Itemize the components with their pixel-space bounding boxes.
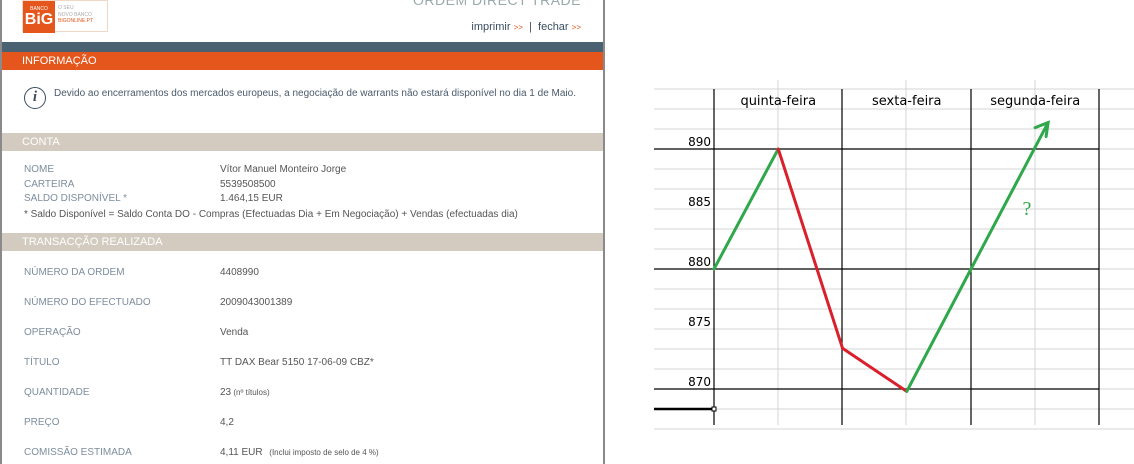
header-divider — [2, 42, 603, 52]
series-segment — [905, 267, 973, 393]
field-value: Vítor Manuel Monteiro Jorge — [220, 164, 346, 175]
field-value: 1.464,15 EUR — [220, 193, 283, 204]
y-tick-label: 880 — [688, 255, 711, 269]
field-row: CARTEIRA 5539508500 — [24, 179, 276, 190]
fill-handle — [711, 406, 717, 412]
logo-tagline: BIGONLINE.PT — [58, 18, 94, 24]
y-tick-label: 875 — [688, 315, 711, 329]
field-label: NÚMERO DA ORDEM — [24, 267, 125, 278]
print-label: imprimir — [471, 21, 511, 33]
separator: | — [529, 21, 532, 33]
value-text: 23 — [220, 387, 232, 398]
logo-text: BiG — [24, 10, 54, 28]
y-tick-label: 885 — [688, 195, 711, 209]
balance-note: * Saldo Disponível = Saldo Conta DO - Co… — [24, 209, 518, 220]
field-row: NOME Vítor Manuel Monteiro Jorge — [24, 164, 346, 175]
print-link[interactable]: imprimir >> — [471, 21, 523, 33]
field-row: OPERAÇÃO Venda — [24, 327, 248, 338]
y-tick-label: 890 — [688, 135, 711, 149]
field-label: CARTEIRA — [24, 178, 75, 190]
page-title: ORDEM DIRECT TRADE — [413, 0, 581, 8]
logo-tagline: O SEU — [58, 5, 74, 11]
series-segment — [969, 121, 1050, 271]
value-text: 1.464,15 EUR — [220, 193, 283, 204]
field-value: 2009043001389 — [220, 297, 292, 308]
close-label: fechar — [538, 21, 569, 33]
series-segment — [841, 346, 909, 393]
field-value: 23 (nº títulos) — [220, 387, 270, 398]
logo-small: BANCO — [30, 5, 48, 12]
value-text: 5539508500 — [220, 178, 276, 190]
field-label: COMISSÃO ESTIMADA — [24, 447, 132, 458]
field-row: SALDO DISPONÍVEL * 1.464,15 EUR — [24, 193, 283, 204]
field-row: COMISSÃO ESTIMADA 4,11 EUR (Inclui impost… — [24, 447, 379, 458]
field-label: QUANTIDADE — [24, 387, 90, 398]
field-label: NÚMERO DO EFECTUADO — [24, 297, 151, 308]
field-label: OPERAÇÃO — [24, 327, 81, 338]
info-message: i Devido ao encerramentos dos mercados e… — [24, 87, 584, 109]
category-label: quinta-feira — [740, 94, 816, 109]
field-label: NOME — [24, 164, 54, 175]
close-link[interactable]: fechar >> — [538, 21, 581, 33]
series-segment — [776, 147, 844, 350]
value-text: TT DAX Bear 5150 17-06-09 CBZ* — [220, 357, 374, 368]
chevron-right-icon: >> — [513, 23, 523, 32]
logo-tagline: NOVO BANCO — [58, 11, 92, 18]
field-row: NÚMERO DO EFECTUADO 2009043001389 — [24, 297, 292, 308]
section-header-info: INFORMAÇÃO — [2, 52, 603, 70]
section-header-transaccao: TRANSACÇÃO REALIZADA — [2, 233, 603, 251]
value-text: Venda — [220, 327, 249, 338]
y-tick-label: 870 — [688, 375, 711, 389]
value-text: 2009043001389 — [220, 297, 293, 308]
value-note: (Inclui imposto de selo de 4 %) — [262, 448, 379, 457]
header-links: imprimir >> | fechar >> — [471, 21, 581, 33]
field-row: NÚMERO DA ORDEM 4408990 — [24, 267, 259, 278]
value-text: 4408990 — [220, 267, 259, 278]
value-note: (nº títulos) — [231, 388, 270, 397]
section-header-conta: CONTA — [2, 133, 603, 151]
question-annotation: ? — [1023, 198, 1032, 220]
bank-logo: BANCO BiG O SEU NOVO BANCO BIGONLINE.PT — [22, 0, 108, 33]
value-text: 4,2 — [220, 417, 234, 428]
field-row: QUANTIDADE 23 (nº títulos) — [24, 387, 270, 398]
field-value: TT DAX Bear 5150 17-06-09 CBZ* — [220, 357, 374, 368]
value-text: Vítor Manuel Monteiro Jorge — [220, 164, 347, 175]
field-value: Venda — [220, 327, 248, 338]
arrow-head-icon — [1033, 120, 1050, 139]
field-row: PREÇO 4,2 — [24, 417, 234, 428]
field-value: 5539508500 — [220, 179, 276, 190]
value-text: 4,11 EUR — [220, 447, 263, 458]
spreadsheet-chart: quinta-feira sexta-feira segunda-feira 890 8… — [654, 80, 1134, 430]
category-label: segunda-feira — [990, 94, 1080, 109]
field-value: 4,2 — [220, 417, 234, 428]
field-value: 4,11 EUR (Inclui imposto de selo de 4 %) — [220, 447, 379, 458]
info-icon: i — [24, 87, 46, 109]
field-value: 4408990 — [220, 267, 259, 278]
order-receipt-panel: BANCO BiG O SEU NOVO BANCO BIGONLINE.PT ORD… — [0, 0, 605, 464]
field-label: TÍTULO — [24, 357, 60, 368]
chevron-right-icon: >> — [571, 23, 581, 32]
category-label: sexta-feira — [872, 94, 942, 109]
field-row: TÍTULO TT DAX Bear 5150 17-06-09 CBZ* — [24, 357, 374, 368]
field-label: SALDO DISPONÍVEL * — [24, 193, 127, 204]
field-label: PREÇO — [24, 417, 60, 428]
info-text: Devido ao encerramentos dos mercados eur… — [54, 88, 576, 99]
series-segment — [712, 147, 780, 271]
